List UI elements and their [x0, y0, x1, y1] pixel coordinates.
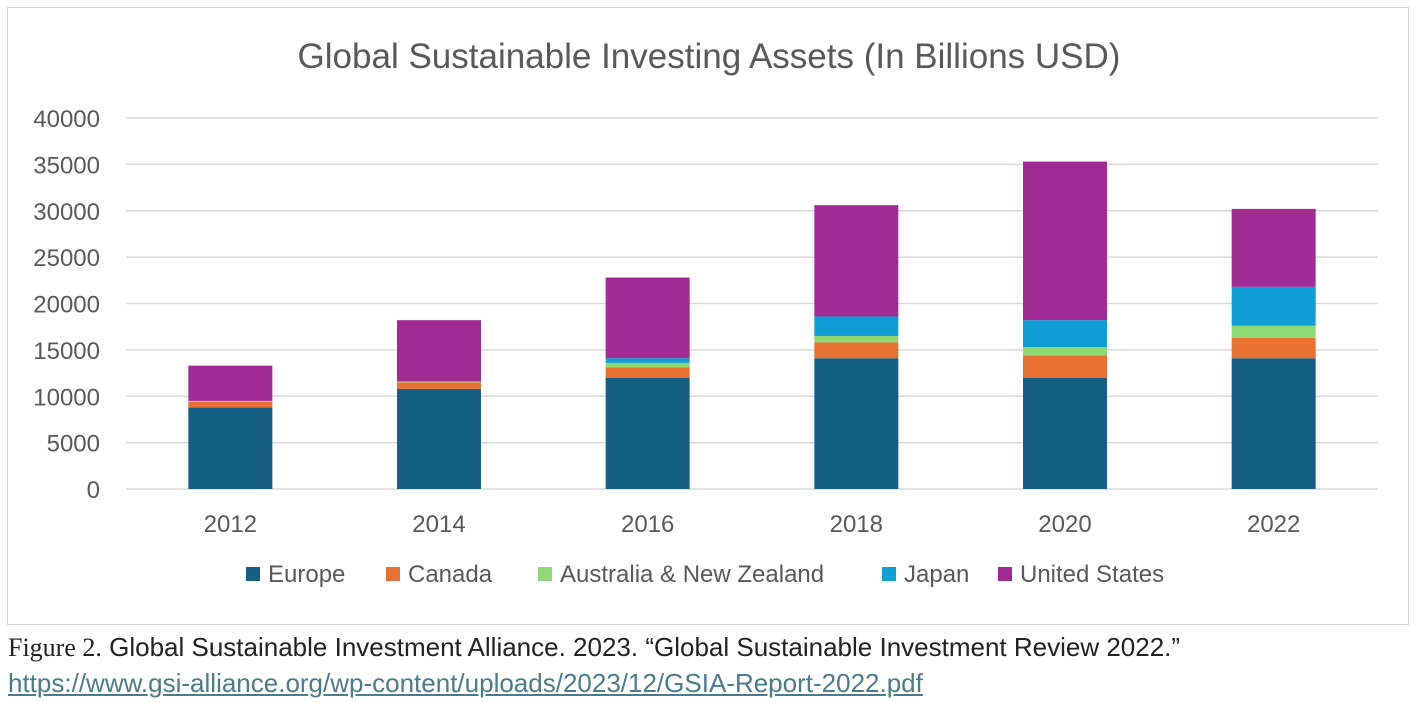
x-tick-label: 2012: [204, 511, 257, 538]
x-tick-label: 2016: [621, 511, 674, 538]
figure-label: Figure 2.: [8, 633, 102, 662]
y-tick-label: 25000: [33, 245, 100, 272]
y-tick-label: 5000: [47, 431, 100, 458]
y-tick-label: 20000: [33, 292, 100, 319]
legend-swatch: [998, 567, 1012, 581]
legend-label: Canada: [408, 561, 493, 588]
x-tick-label: 2022: [1247, 511, 1300, 538]
legend-label: United States: [1020, 561, 1164, 588]
bar-segment: [397, 320, 481, 382]
bar-segment: [814, 342, 899, 359]
legend-swatch: [386, 567, 400, 581]
legend-swatch: [882, 567, 896, 581]
x-tick-label: 2014: [412, 511, 465, 538]
bar-segment: [605, 367, 690, 378]
stacked-bar-chart: Global Sustainable Investing Assets (In …: [33, 37, 1378, 588]
bar-segment: [188, 401, 273, 408]
bar-segment: [1023, 355, 1107, 378]
source-link[interactable]: https://www.gsi-alliance.org/wp-content/…: [8, 668, 923, 698]
bar-segment: [814, 205, 899, 317]
bar-segment: [605, 362, 690, 368]
y-tick-label: 30000: [33, 199, 100, 226]
bar-segment: [397, 388, 481, 489]
bar-segment: [1231, 286, 1316, 326]
bar-segment: [188, 400, 273, 402]
x-tick-label: 2020: [1038, 511, 1091, 538]
bar-segment: [397, 381, 481, 383]
legend-swatch: [246, 567, 260, 581]
bar-segment: [1231, 325, 1316, 338]
x-tick-label: 2018: [830, 511, 883, 538]
figure-caption-text: Global Sustainable Investment Alliance. …: [101, 632, 1181, 662]
chart-title: Global Sustainable Investing Assets (In …: [298, 37, 1121, 76]
bar-segment: [1023, 161, 1107, 321]
bar-segment: [605, 277, 690, 359]
bar-segment: [397, 382, 481, 389]
chart-frame: Global Sustainable Investing Assets (In …: [7, 7, 1409, 625]
legend-label: Japan: [904, 561, 969, 588]
legend-swatch: [538, 567, 552, 581]
figure-caption: Figure 2. Global Sustainable Investment …: [8, 632, 1180, 663]
bar-segment: [605, 377, 690, 489]
bar-segment: [1231, 337, 1316, 359]
legend-label: Europe: [268, 561, 345, 588]
bar-segment: [1023, 347, 1107, 356]
bar-segment: [188, 365, 273, 401]
bar-segment: [1231, 208, 1316, 287]
y-tick-label: 15000: [33, 338, 100, 365]
bar-segment: [814, 316, 899, 336]
bar-segment: [1231, 358, 1316, 489]
y-tick-label: 10000: [33, 384, 100, 411]
legend-label: Australia & New Zealand: [560, 561, 824, 588]
y-tick-label: 0: [87, 477, 100, 504]
bar-segment: [814, 358, 899, 489]
y-tick-label: 35000: [33, 152, 100, 179]
bar-segment: [1023, 377, 1107, 489]
y-tick-label: 40000: [33, 106, 100, 133]
bar-segment: [605, 358, 690, 363]
bar-segment: [188, 407, 273, 489]
bar-segment: [814, 335, 899, 343]
bar-segment: [1023, 320, 1107, 348]
